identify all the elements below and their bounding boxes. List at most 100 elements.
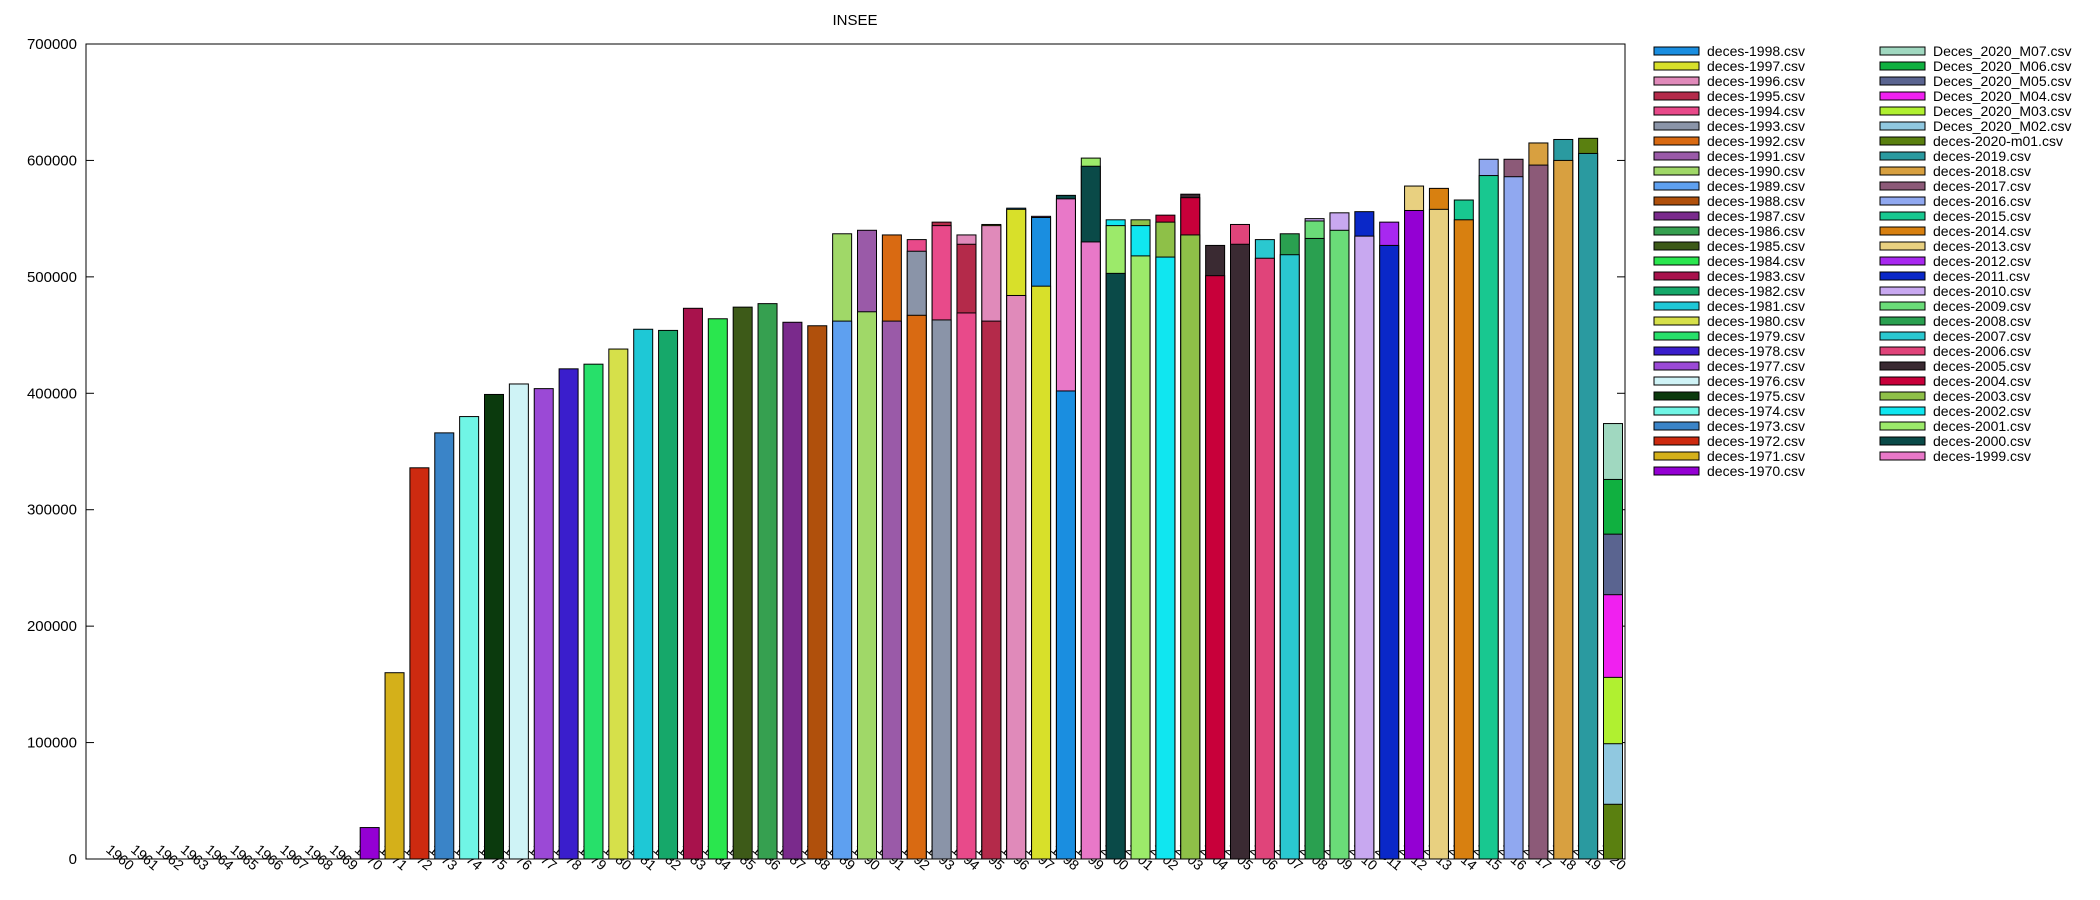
bar-segment bbox=[857, 311, 877, 860]
bar-segment bbox=[1130, 255, 1151, 860]
legend-swatch bbox=[1653, 286, 1700, 296]
x-tick-label: 1962 bbox=[153, 841, 187, 873]
legend-label: deces-2011.csv bbox=[1933, 268, 2030, 284]
legend-label: deces-1970.csv bbox=[1707, 463, 1805, 479]
legend-swatch bbox=[1653, 331, 1700, 341]
bar-segment bbox=[1528, 164, 1549, 860]
legend-label: Deces_2020_M07.csv bbox=[1933, 43, 2072, 59]
legend-label: deces-1988.csv bbox=[1707, 193, 1805, 209]
legend-swatch bbox=[1653, 241, 1700, 251]
bar-segment bbox=[1304, 237, 1325, 860]
legend: deces-1998.csvdeces-1997.csvdeces-1996.c… bbox=[1653, 43, 2072, 479]
legend-label: deces-1987.csv bbox=[1707, 208, 1805, 224]
legend-swatch bbox=[1653, 376, 1700, 386]
legend-swatch bbox=[1653, 361, 1700, 371]
legend-label: deces-1976.csv bbox=[1707, 373, 1805, 389]
legend-swatch bbox=[1879, 166, 1926, 176]
legend-label: deces-1979.csv bbox=[1707, 328, 1805, 344]
legend-label: deces-2007.csv bbox=[1933, 328, 2031, 344]
bar-segment bbox=[881, 320, 902, 860]
legend-label: Deces_2020_M06.csv bbox=[1933, 58, 2072, 74]
legend-swatch bbox=[1653, 121, 1700, 131]
bar-segment bbox=[484, 393, 504, 860]
legend-label: Deces_2020_M03.csv bbox=[1933, 103, 2072, 119]
legend-label: deces-1994.csv bbox=[1707, 103, 1805, 119]
legend-swatch bbox=[1879, 136, 1926, 146]
legend-swatch bbox=[1879, 406, 1926, 416]
x-tick-label: 1963 bbox=[178, 841, 212, 873]
bar-segment bbox=[1428, 208, 1449, 860]
bar-segment bbox=[1105, 272, 1126, 860]
legend-swatch bbox=[1653, 466, 1700, 476]
bar-segment bbox=[807, 325, 828, 860]
bar-segment bbox=[409, 467, 430, 860]
x-tick-label: 1964 bbox=[203, 841, 237, 873]
bar-segment bbox=[533, 388, 554, 860]
legend-swatch bbox=[1879, 256, 1926, 266]
legend-swatch bbox=[1653, 76, 1700, 86]
legend-swatch bbox=[1653, 61, 1700, 71]
bar-segment bbox=[732, 306, 753, 860]
legend-swatch bbox=[1653, 346, 1700, 356]
bar-segment bbox=[981, 320, 1002, 860]
legend-swatch bbox=[1879, 361, 1926, 371]
legend-swatch bbox=[1653, 136, 1700, 146]
chart-title: INSEE bbox=[832, 12, 877, 29]
legend-label: deces-1992.csv bbox=[1707, 133, 1805, 149]
legend-label: deces-1971.csv bbox=[1707, 448, 1805, 464]
legend-label: deces-1973.csv bbox=[1707, 418, 1805, 434]
bar-segment bbox=[359, 827, 380, 860]
legend-label: deces-1982.csv bbox=[1707, 283, 1805, 299]
legend-swatch bbox=[1879, 91, 1926, 101]
y-tick-label: 400000 bbox=[27, 385, 77, 402]
legend-swatch bbox=[1653, 421, 1700, 431]
legend-swatch bbox=[1653, 301, 1700, 311]
y-tick-label: 500000 bbox=[27, 269, 77, 286]
legend-swatch bbox=[1879, 376, 1926, 386]
legend-swatch bbox=[1879, 46, 1926, 56]
legend-label: deces-1974.csv bbox=[1707, 403, 1805, 419]
legend-swatch bbox=[1653, 271, 1700, 281]
bar-segment bbox=[1578, 152, 1599, 860]
legend-label: Deces_2020_M02.csv bbox=[1933, 118, 2072, 134]
legend-label: deces-1972.csv bbox=[1707, 433, 1805, 449]
legend-swatch bbox=[1653, 256, 1700, 266]
bar-segment bbox=[633, 328, 654, 860]
legend-label: deces-1990.csv bbox=[1707, 163, 1805, 179]
bar-segment bbox=[1279, 254, 1300, 860]
bar-segment bbox=[1553, 159, 1574, 860]
bar-segment bbox=[1379, 244, 1400, 860]
bar-segment bbox=[1254, 257, 1275, 860]
legend-label: deces-1997.csv bbox=[1707, 58, 1805, 74]
legend-label: deces-2000.csv bbox=[1933, 433, 2031, 449]
legend-label: deces-1985.csv bbox=[1707, 238, 1805, 254]
legend-swatch bbox=[1879, 316, 1926, 326]
x-tick-label: 1960 bbox=[103, 841, 137, 873]
legend-label: deces-2012.csv bbox=[1933, 253, 2031, 269]
legend-swatch bbox=[1879, 196, 1926, 206]
legend-label: deces-1998.csv bbox=[1707, 43, 1805, 59]
legend-swatch bbox=[1879, 226, 1926, 236]
legend-label: deces-2016.csv bbox=[1933, 193, 2031, 209]
legend-swatch bbox=[1879, 421, 1926, 431]
legend-swatch bbox=[1879, 121, 1926, 131]
bar-segment bbox=[1503, 176, 1524, 860]
y-tick-label: 100000 bbox=[27, 735, 77, 752]
legend-label: deces-2010.csv bbox=[1933, 283, 2031, 299]
legend-label: deces-1975.csv bbox=[1707, 388, 1805, 404]
legend-label: deces-1984.csv bbox=[1707, 253, 1805, 269]
legend-swatch bbox=[1879, 451, 1926, 461]
legend-label: deces-1991.csv bbox=[1707, 148, 1805, 164]
bar-segment bbox=[583, 363, 604, 860]
legend-swatch bbox=[1653, 91, 1700, 101]
legend-label: deces-2013.csv bbox=[1933, 238, 2031, 254]
legend-swatch bbox=[1653, 226, 1700, 236]
bar-segment bbox=[1155, 256, 1176, 860]
legend-label: deces-2014.csv bbox=[1933, 223, 2031, 239]
legend-swatch bbox=[1879, 271, 1926, 281]
legend-swatch bbox=[1653, 391, 1700, 401]
x-tick-label: 1968 bbox=[302, 841, 336, 873]
legend-label: deces-1981.csv bbox=[1707, 298, 1805, 314]
bar-segment bbox=[1603, 803, 1623, 860]
